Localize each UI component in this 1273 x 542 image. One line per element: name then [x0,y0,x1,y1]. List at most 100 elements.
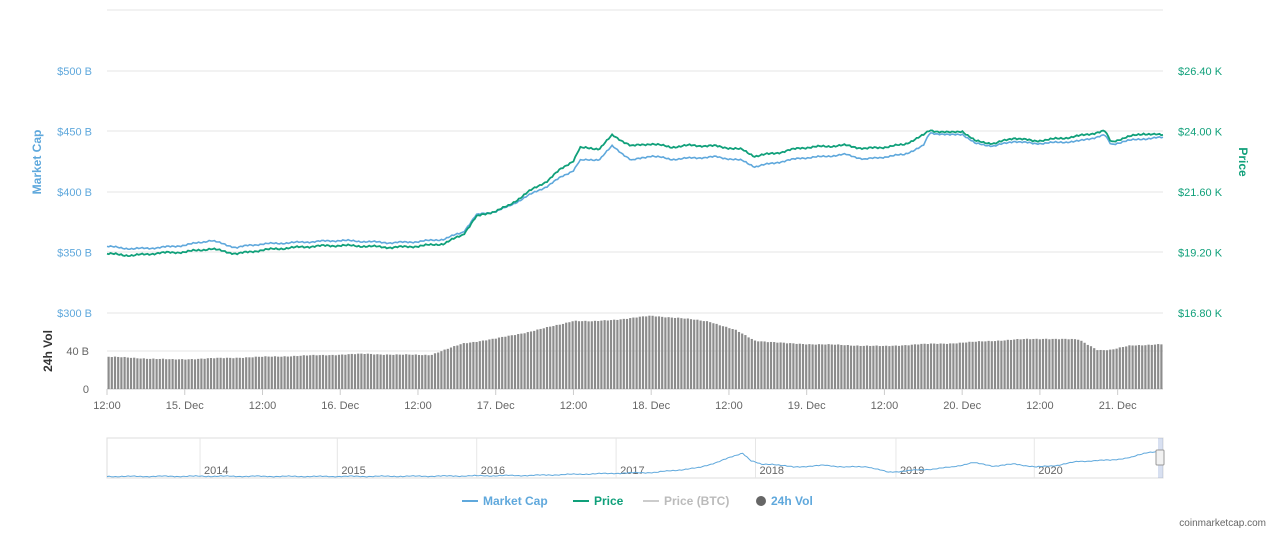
volume-bar [853,345,856,389]
volume-bar [593,320,597,389]
volume-bar [1038,339,1041,389]
navigator-frame [106,437,1164,479]
volume-bar [1134,345,1137,389]
volume-bar [875,345,878,389]
volume-bar [443,349,446,389]
legend-item-market-cap[interactable]: Market Cap [462,494,548,508]
volume-bar [392,354,395,389]
navigator[interactable]: 2014 2015 2016 2017 2018 2019 2020 [106,437,1165,479]
volume-bar [1137,345,1141,389]
volume-bar [411,354,414,389]
volume-bar [414,354,417,389]
volume-bar [405,354,408,389]
volume-bar [200,358,203,389]
market-cap-tick-label: $350 B [57,248,92,260]
volume-bar [526,332,529,389]
volume-bar [968,341,971,389]
volume-bar [347,354,350,389]
legend-item-price[interactable]: Price [573,494,624,508]
x-tick-label: 19. Dec [788,400,826,412]
volume-bar [453,346,456,389]
volume-bar [913,344,917,389]
volume-bar [1160,344,1163,389]
volume-bar [1147,344,1150,389]
volume-bar [894,345,897,389]
volume-bar [1003,340,1006,389]
volume-bar [782,342,785,389]
volume-bar [977,341,981,389]
legend[interactable]: Market Cap Price Price (BTC) 24h Vol [462,494,813,508]
volume-bar [622,318,625,389]
market-cap-tick-label: $400 B [57,187,92,199]
legend-label: Market Cap [483,494,548,508]
volume-bar [245,357,248,389]
volume-bar [744,335,747,389]
volume-bar [577,321,581,389]
volume-bar [1067,339,1070,389]
volume-bar [552,326,555,389]
volume-bar [814,344,817,389]
volume-bar [475,342,478,389]
volume-bar [661,316,664,389]
market-cap-line [106,132,1164,251]
volume-bar [609,320,613,389]
volume-bar [427,355,430,389]
volume-bar [459,344,462,389]
volume-bar [536,329,539,389]
navigator-year-label: 2014 [204,465,228,477]
volume-bar [958,342,961,389]
volume-bar [555,324,558,389]
volume-bar [341,354,344,389]
legend-item-24h-vol[interactable]: 24h Vol [756,494,813,508]
volume-bar [949,343,952,389]
volume-bar [696,319,699,389]
x-tick-label: 21. Dec [1099,400,1137,412]
credit-text: coinmarketcap.com [1179,518,1266,529]
volume-bar [673,317,677,389]
axis-labels: $500 B $450 B $400 B $350 B $300 B $26.40 K $2… [57,66,1223,412]
volume-bar [600,320,603,389]
volume-bar [395,354,398,389]
volume-bar [693,319,696,389]
volume-bar [385,354,389,389]
volume-bar [1006,339,1009,389]
volume-bar [942,343,945,389]
volume-bar [667,317,670,389]
volume-bar [389,354,392,389]
volume-bar [481,340,485,389]
volume-bar [1057,339,1061,389]
volume-bar [629,318,632,389]
volume-bar [1054,338,1057,389]
volume-bar [107,356,110,389]
volume-bar [648,315,651,389]
volume-bar [248,357,251,389]
volume-bar [568,322,571,389]
navigator-year-label: 2017 [620,465,644,477]
volume-bar [289,356,293,389]
volume-bar [766,342,769,389]
volume-bar [465,343,469,389]
legend-item-price-btc[interactable]: Price (BTC) [643,494,729,508]
volume-bar [891,345,894,389]
volume-bar [494,338,497,389]
volume-bar [753,340,757,389]
volume-bar [1083,342,1086,389]
volume-bar [155,359,158,389]
volume-bar [1070,338,1073,389]
volume-bar [939,343,942,389]
volume-bar [1048,339,1051,389]
volume-bar [382,354,385,389]
volume-bar [721,326,725,389]
volume-bar [542,328,545,389]
price-axis-title: Price [1236,147,1250,177]
volume-bar [376,354,379,389]
volume-bar [862,345,865,389]
volume-bar [1099,349,1102,389]
volume-bar [126,357,129,389]
volume-bar [350,353,353,389]
volume-bar [193,359,197,389]
volume-bar [539,328,542,389]
volume-bar [216,357,219,389]
volume-bar [517,334,520,389]
volume-bar [1144,345,1147,389]
